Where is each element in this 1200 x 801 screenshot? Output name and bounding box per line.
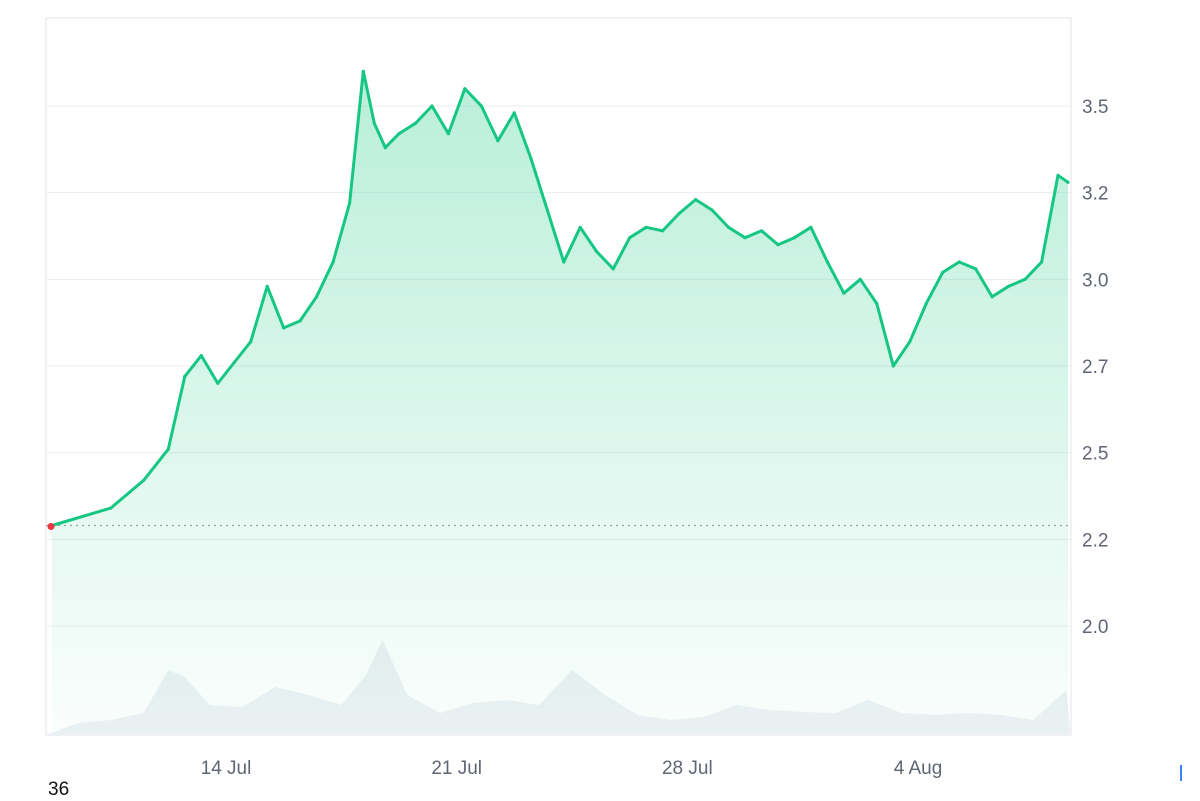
price-point[interactable] bbox=[595, 250, 599, 254]
price-point[interactable] bbox=[875, 302, 879, 306]
price-line[interactable] bbox=[50, 69, 1070, 527]
price-point[interactable] bbox=[397, 132, 401, 136]
price-point[interactable] bbox=[677, 211, 681, 216]
price-point[interactable] bbox=[479, 104, 483, 108]
price-point[interactable] bbox=[413, 121, 418, 125]
price-point[interactable] bbox=[1056, 173, 1060, 177]
price-point[interactable] bbox=[430, 104, 434, 108]
price-point[interactable] bbox=[496, 139, 500, 143]
y-tick-label: 2.7 bbox=[1082, 357, 1108, 378]
y-tick-label: 3.0 bbox=[1082, 270, 1108, 291]
price-point[interactable] bbox=[924, 302, 928, 306]
price-point[interactable] bbox=[628, 236, 632, 240]
price-point[interactable] bbox=[694, 198, 698, 202]
y-tick-label: 3.2 bbox=[1082, 184, 1108, 205]
scroll-edge-indicator bbox=[1180, 765, 1182, 781]
x-tick-label: 21 Jul bbox=[431, 758, 482, 779]
price-point[interactable] bbox=[361, 69, 365, 73]
y-axis: 2.0 2.2 2.5 2.7 3.0 3.2 3.5 bbox=[1082, 97, 1108, 638]
x-axis: 14 Jul 21 Jul 28 Jul 4 Aug bbox=[201, 758, 943, 779]
x-tick-label: 14 Jul bbox=[201, 758, 252, 779]
price-point[interactable] bbox=[1040, 260, 1044, 264]
price-point[interactable] bbox=[315, 295, 319, 299]
price-point[interactable] bbox=[759, 229, 764, 233]
price-point[interactable] bbox=[825, 260, 830, 264]
price-point[interactable] bbox=[348, 201, 352, 205]
price-point[interactable] bbox=[611, 267, 615, 271]
price-point[interactable] bbox=[957, 260, 961, 264]
y-tick-label: 2.2 bbox=[1082, 530, 1108, 551]
price-point[interactable] bbox=[142, 478, 146, 482]
price-point[interactable] bbox=[249, 340, 253, 344]
price-point[interactable] bbox=[1007, 284, 1011, 288]
x-tick-label: 28 Jul bbox=[662, 758, 713, 779]
price-point[interactable] bbox=[792, 236, 797, 240]
price-point[interactable] bbox=[446, 132, 450, 136]
price-point[interactable] bbox=[109, 506, 113, 510]
price-point[interactable] bbox=[1066, 180, 1070, 184]
price-point[interactable] bbox=[941, 270, 945, 274]
price-point[interactable] bbox=[1023, 277, 1027, 281]
price-point[interactable] bbox=[282, 326, 286, 330]
price-point[interactable] bbox=[578, 225, 582, 229]
price-point[interactable] bbox=[990, 295, 994, 299]
price-point[interactable] bbox=[891, 364, 895, 368]
price-point[interactable] bbox=[842, 291, 846, 295]
price-point[interactable] bbox=[726, 225, 731, 229]
price-point[interactable] bbox=[265, 284, 269, 288]
price-point[interactable] bbox=[974, 267, 978, 271]
start-point-marker bbox=[47, 522, 55, 530]
price-point[interactable] bbox=[644, 225, 648, 229]
price-point[interactable] bbox=[216, 381, 220, 385]
price-point[interactable] bbox=[512, 111, 516, 115]
x-tick-label: 4 Aug bbox=[894, 758, 943, 779]
price-point[interactable] bbox=[776, 243, 780, 247]
corner-label: 36 bbox=[48, 779, 70, 800]
price-point[interactable] bbox=[545, 208, 549, 212]
price-point[interactable] bbox=[232, 360, 236, 365]
price-point[interactable] bbox=[529, 156, 533, 160]
price-point[interactable] bbox=[661, 229, 665, 233]
price-area-fill bbox=[52, 71, 1068, 736]
price-point[interactable] bbox=[372, 121, 376, 125]
price-point[interactable] bbox=[199, 354, 203, 358]
price-point[interactable] bbox=[743, 236, 747, 240]
price-point[interactable] bbox=[562, 260, 566, 264]
price-point[interactable] bbox=[908, 340, 912, 344]
price-point[interactable] bbox=[298, 319, 302, 323]
y-tick-label: 2.5 bbox=[1082, 444, 1108, 465]
price-point[interactable] bbox=[710, 208, 714, 212]
price-series[interactable] bbox=[46, 69, 1071, 736]
price-point[interactable] bbox=[809, 225, 813, 229]
y-tick-label: 3.5 bbox=[1082, 97, 1108, 118]
price-point[interactable] bbox=[463, 87, 467, 91]
price-point[interactable] bbox=[166, 447, 170, 451]
price-point[interactable] bbox=[331, 260, 335, 264]
y-tick-label: 2.0 bbox=[1082, 617, 1108, 638]
price-point[interactable] bbox=[858, 277, 862, 281]
price-point[interactable] bbox=[183, 374, 187, 378]
price-point[interactable] bbox=[383, 146, 387, 150]
